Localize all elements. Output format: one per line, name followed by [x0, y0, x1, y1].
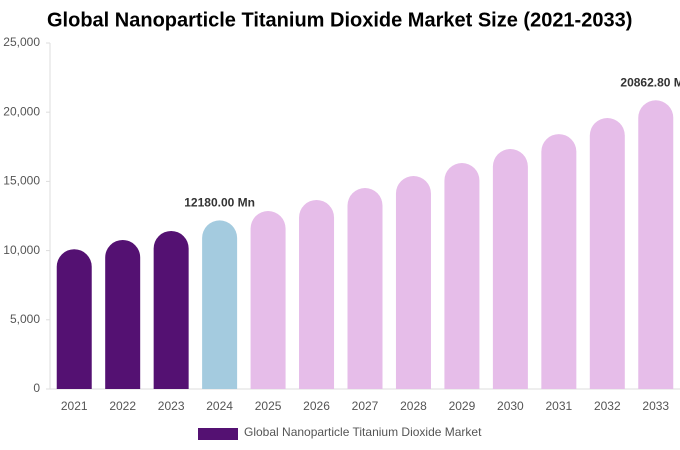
bar [638, 100, 674, 389]
y-tick-label: 0 [33, 381, 40, 395]
bar [395, 176, 431, 389]
y-tick-label: 5,000 [10, 312, 40, 326]
x-tick-label: 2030 [497, 399, 524, 413]
bar [153, 230, 189, 389]
bar [202, 220, 238, 389]
legend-label: Global Nanoparticle Titanium Dioxide Mar… [244, 425, 482, 439]
x-tick-label: 2032 [594, 399, 621, 413]
y-tick-label: 25,000 [3, 35, 40, 49]
y-tick-label: 15,000 [3, 174, 40, 188]
chart-title: Global Nanoparticle Titanium Dioxide Mar… [47, 9, 632, 31]
legend-swatch [198, 428, 238, 440]
bar [541, 134, 577, 389]
x-tick-label: 2027 [352, 399, 379, 413]
x-tick-label: 2023 [158, 399, 185, 413]
x-tick-label: 2024 [206, 399, 233, 413]
bar [299, 199, 335, 389]
x-tick-label: 2025 [255, 399, 282, 413]
y-tick-label: 20,000 [3, 104, 40, 118]
bar [250, 211, 286, 389]
bar [56, 249, 92, 389]
y-tick-label: 10,000 [3, 243, 40, 257]
data-label: 12180.00 Mn [184, 196, 255, 210]
x-tick-label: 2028 [400, 399, 427, 413]
data-label: 20862.80 Mn [620, 75, 680, 89]
bar [444, 162, 480, 389]
x-tick-label: 2026 [303, 399, 330, 413]
bar [589, 118, 625, 389]
x-tick-label: 2033 [642, 399, 669, 413]
bar [347, 188, 383, 389]
x-tick-label: 2029 [449, 399, 476, 413]
x-tick-label: 2021 [61, 399, 88, 413]
bar [105, 239, 141, 389]
bar [492, 149, 528, 389]
x-tick-label: 2022 [109, 399, 136, 413]
x-tick-label: 2031 [545, 399, 572, 413]
